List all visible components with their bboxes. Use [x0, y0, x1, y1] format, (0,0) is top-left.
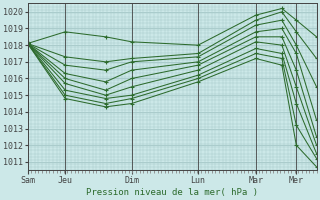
X-axis label: Pression niveau de la mer( hPa ): Pression niveau de la mer( hPa ) — [86, 188, 258, 197]
